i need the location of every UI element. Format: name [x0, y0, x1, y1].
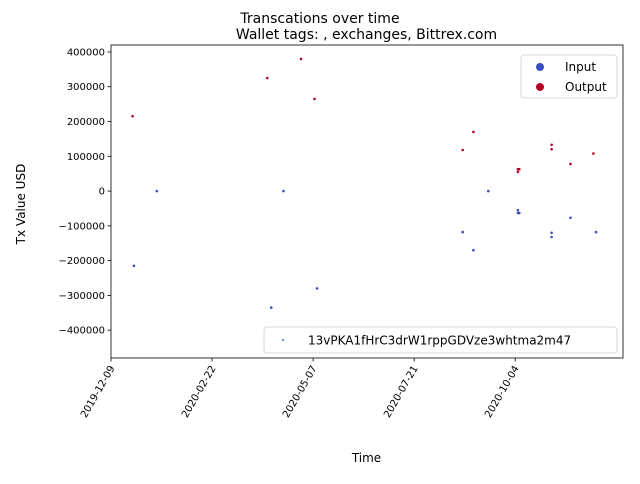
point-input-12	[550, 235, 553, 239]
point-input-0	[132, 264, 136, 268]
chart-title: Wallet tags: , exchanges, Bittrex.com	[236, 27, 497, 43]
y-tick-label-2: −200000	[58, 256, 105, 267]
point-output-5	[472, 130, 475, 134]
y-axis-label: Tx Value USD	[14, 164, 28, 246]
y-tick-label-4: 0	[99, 187, 105, 198]
point-input-6	[472, 248, 475, 252]
x-tick-label-4: 2020-10-04	[483, 364, 522, 420]
plot-frame	[110, 44, 624, 359]
x-tick-label-1: 2020-02-22	[180, 364, 219, 420]
y-tick-label-6: 200000	[67, 117, 105, 128]
point-input-4	[315, 287, 319, 290]
x-tick-label-0: 2019-12-09	[79, 364, 118, 420]
legend-wallet-label: 13vPKA1fHrC3drW1rppGDVze3whtma2m47	[308, 334, 571, 348]
point-input-11	[550, 231, 553, 235]
point-output-8	[518, 167, 521, 171]
y-tick-label-3: −100000	[58, 221, 105, 232]
chart-suptitle: Transcations over time	[239, 11, 399, 27]
legend-output-marker	[536, 83, 544, 91]
point-output-10	[550, 148, 553, 151]
point-input-14	[594, 230, 598, 234]
legend-input-marker	[536, 63, 544, 71]
legend-output-label: Output	[565, 80, 607, 94]
axes-layer: −400000 −300000 −200000 −100000 0 100000 20000…	[58, 44, 624, 420]
point-output-3	[313, 97, 316, 101]
point-input-1	[155, 189, 159, 193]
point-input-13	[569, 216, 572, 220]
point-input-5	[461, 230, 465, 234]
point-output-4	[461, 148, 465, 152]
point-output-9	[550, 143, 553, 147]
marks-layer	[131, 57, 598, 309]
point-output-0	[131, 115, 134, 118]
point-output-1	[266, 76, 269, 80]
y-tick-label-7: 300000	[67, 82, 105, 93]
point-output-12	[592, 152, 595, 155]
point-output-11	[569, 162, 572, 166]
point-input-8	[516, 208, 520, 212]
x-tick-label-3: 2020-07-21	[382, 364, 421, 420]
point-input-3	[282, 189, 285, 193]
legend-layer: Input Output 13vPKA1fHrC3drW1rppGDVze3whtm…	[263, 54, 618, 354]
point-input-7	[487, 189, 490, 193]
y-tick-label-1: −300000	[58, 291, 105, 302]
x-axis-label: Time	[351, 451, 381, 465]
legend-type-box	[520, 54, 618, 99]
y-tick-label-5: 100000	[67, 152, 105, 163]
legend-input-label: Input	[565, 60, 596, 74]
point-output-2	[299, 57, 303, 61]
x-tick-label-2: 2020-05-07	[281, 364, 320, 420]
legend-wallet-marker	[282, 339, 284, 341]
point-output-7	[516, 170, 520, 174]
y-tick-label-8: 400000	[67, 47, 105, 58]
legend-wallet-box	[263, 326, 618, 354]
point-input-2	[270, 306, 273, 309]
y-tick-label-0: −400000	[58, 326, 105, 337]
point-input-10	[518, 211, 521, 215]
